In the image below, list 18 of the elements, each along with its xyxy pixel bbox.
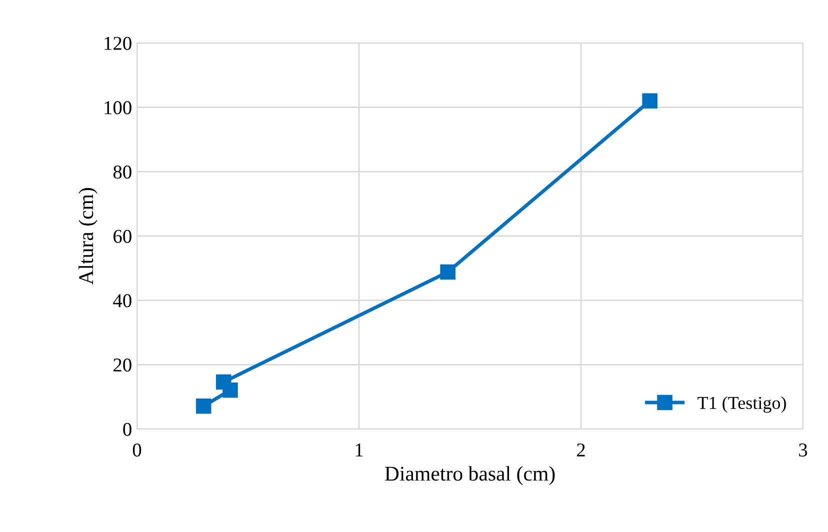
point [642, 93, 658, 109]
point [216, 374, 232, 390]
point [440, 264, 456, 280]
y-tick-label: 0 [123, 422, 132, 436]
x-tick-label: 1 [356, 444, 363, 456]
y-tick-label: 60 [114, 230, 132, 243]
y-tick-label: 100 [104, 101, 132, 114]
y-tick-label: 40 [113, 294, 132, 308]
point [196, 398, 212, 414]
y-tick-label: 120 [104, 36, 132, 50]
legend-label: T1 (Testigo) [698, 396, 786, 413]
x-tick-label: 0 [132, 443, 142, 457]
y-tick-label: 80 [113, 165, 132, 179]
y-tick-label: 20 [114, 358, 132, 372]
x-tick-label: 2 [576, 444, 585, 456]
y-axis-title: Altura (cm) [78, 188, 98, 285]
x-axis-title: Diametro basal (cm) [384, 466, 555, 485]
x-tick-label: 3 [799, 444, 808, 457]
